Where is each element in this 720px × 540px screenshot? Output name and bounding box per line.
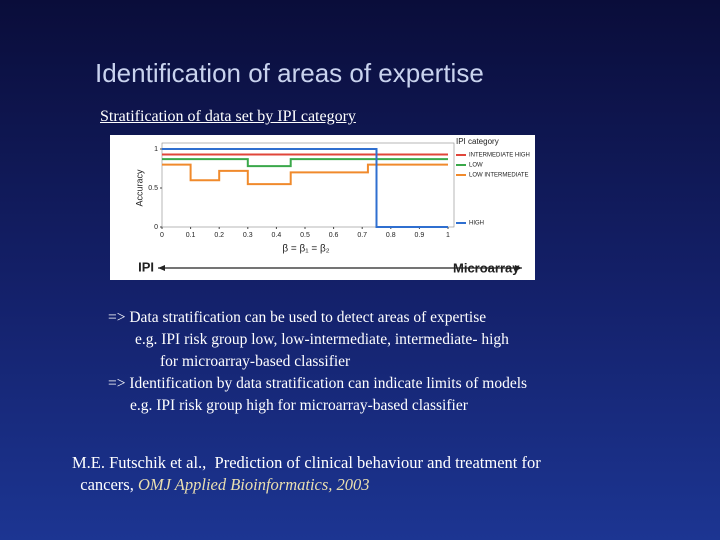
slide-title: Identification of areas of expertise bbox=[95, 58, 484, 88]
x-tick-label: 0.3 bbox=[243, 232, 253, 239]
y-tick-label: 0 bbox=[154, 224, 158, 231]
x-tick-label: 0.4 bbox=[272, 232, 282, 239]
legend-label: LOW INTERMEDIATE bbox=[469, 173, 529, 179]
x-tick-label: 0.7 bbox=[357, 232, 367, 239]
citation-text: Prediction of clinical behaviour and tre… bbox=[214, 453, 541, 472]
x-tick-label: 0.8 bbox=[386, 232, 396, 239]
citation-authors: M.E. Futschik et al., bbox=[72, 453, 207, 472]
legend-title: IPI category bbox=[456, 137, 499, 146]
x-tick-label: 0.9 bbox=[415, 232, 425, 239]
legend-label: HIGH bbox=[469, 221, 484, 227]
body-line: => Identification by data stratification… bbox=[108, 375, 528, 392]
legend-label: INTERMEDIATE HIGH bbox=[469, 153, 530, 159]
x-axis-label: β = β₁ = β₂ bbox=[282, 244, 329, 255]
body-line: e.g. IPI risk group low, low-intermediat… bbox=[135, 331, 509, 348]
y-tick-label: 0.5 bbox=[148, 185, 158, 192]
y-tick-label: 1 bbox=[154, 146, 158, 153]
x-tick-label: 0 bbox=[160, 232, 164, 239]
subtitle: Stratification of data set by IPI catego… bbox=[100, 108, 356, 125]
left-label: IPI bbox=[138, 259, 154, 274]
body-line: => Data stratification can be used to de… bbox=[108, 309, 487, 326]
right-label: Microarray bbox=[453, 260, 520, 275]
series-line bbox=[162, 163, 448, 186]
citation: M.E. Futschik et al., Prediction of clin… bbox=[72, 452, 541, 496]
plot-frame bbox=[161, 142, 455, 228]
series-line bbox=[162, 158, 448, 168]
x-tick-label: 0.6 bbox=[329, 232, 339, 239]
citation-text: cancers, bbox=[80, 475, 134, 494]
legend-label: LOW bbox=[469, 163, 483, 169]
body-line: e.g. IPI risk group high for microarray-… bbox=[130, 397, 468, 414]
body-line: for microarray-based classifier bbox=[160, 353, 351, 370]
x-tick-label: 0.5 bbox=[300, 232, 310, 239]
citation-journal: OMJ Applied Bioinformatics, 2003 bbox=[137, 475, 370, 494]
y-axis-label: Accuracy bbox=[134, 169, 144, 207]
series-line bbox=[162, 148, 448, 228]
x-tick-label: 0.2 bbox=[214, 232, 224, 239]
chart: Accuracy β = β₁ = β₂ IPI category IPI Mi… bbox=[110, 135, 535, 280]
x-tick-label: 1 bbox=[446, 232, 450, 239]
x-tick-label: 0.1 bbox=[186, 232, 196, 239]
